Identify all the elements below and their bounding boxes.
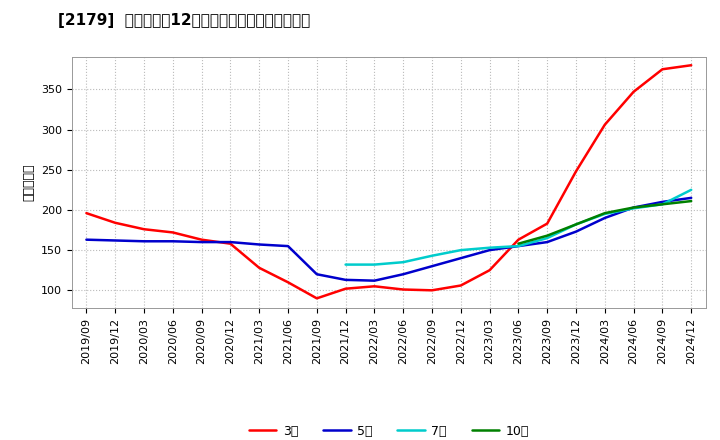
7年 [370,262,379,267]
7年 [687,187,696,192]
Line: 10年: 10年 [518,201,691,244]
7年 [600,211,609,216]
3年 [82,210,91,216]
10年 [514,241,523,246]
5年 [428,264,436,269]
7年 [485,245,494,250]
10年 [543,233,552,238]
5年 [572,229,580,234]
5年 [226,239,235,245]
5年 [370,278,379,283]
7年 [629,205,638,211]
3年 [168,230,177,235]
7年 [572,222,580,227]
3年 [370,284,379,289]
5年 [341,277,350,282]
Legend: 3年, 5年, 7年, 10年: 3年, 5年, 7年, 10年 [244,420,534,440]
5年 [485,247,494,253]
3年 [255,265,264,271]
5年 [284,243,292,249]
Line: 7年: 7年 [346,190,691,264]
5年 [514,243,523,249]
5年 [82,237,91,242]
10年 [687,198,696,204]
3年 [284,280,292,285]
10年 [572,222,580,227]
5年 [658,199,667,205]
10年 [629,205,638,210]
7年 [456,247,465,253]
3年 [485,268,494,273]
3年 [687,62,696,68]
5年 [312,271,321,277]
3年 [543,221,552,226]
3年 [514,237,523,242]
5年 [543,239,552,245]
3年 [226,241,235,246]
5年 [255,242,264,247]
5年 [197,239,206,245]
5年 [140,238,148,244]
5年 [168,238,177,244]
3年 [428,288,436,293]
5年 [629,205,638,210]
10年 [658,202,667,207]
5年 [456,256,465,261]
Y-axis label: （百万円）: （百万円） [22,164,35,202]
5年 [111,238,120,243]
3年 [658,66,667,72]
7年 [658,202,667,207]
7年 [514,243,523,249]
3年 [572,169,580,174]
7年 [399,260,408,265]
Line: 5年: 5年 [86,198,691,281]
10年 [600,210,609,216]
7年 [428,253,436,258]
Line: 3年: 3年 [86,65,691,298]
3年 [629,89,638,95]
5年 [600,215,609,220]
3年 [140,227,148,232]
5年 [687,195,696,201]
3年 [341,286,350,291]
Text: [2179]  当期純利益12か月移動合計の平均値の推移: [2179] 当期純利益12か月移動合計の平均値の推移 [58,13,310,28]
3年 [312,296,321,301]
7年 [543,235,552,241]
5年 [399,271,408,277]
7年 [341,262,350,267]
3年 [111,220,120,225]
3年 [456,283,465,288]
3年 [399,287,408,292]
3年 [600,122,609,127]
3年 [197,237,206,242]
